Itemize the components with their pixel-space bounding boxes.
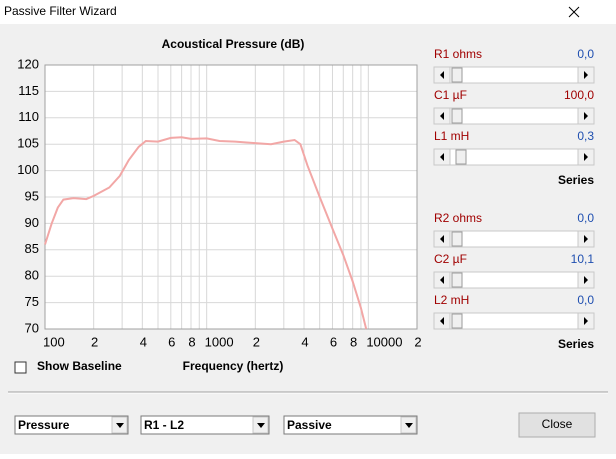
dropdown[interactable]: Passive <box>283 415 418 435</box>
arrow-glyph <box>257 423 265 428</box>
y-tick-label: 95 <box>25 188 39 203</box>
arrow-glyph <box>405 423 413 428</box>
arrow-glyph <box>584 276 588 284</box>
slider-label: C1 µF <box>434 88 467 102</box>
y-tick-label: 105 <box>17 136 39 151</box>
arrow-glyph <box>584 112 588 120</box>
slider[interactable] <box>433 107 595 125</box>
checkbox-label: Show Baseline <box>37 359 122 373</box>
slider-thumb[interactable] <box>451 313 463 329</box>
slider-label: L1 mH <box>434 129 469 143</box>
y-tick-label: 80 <box>25 268 39 283</box>
slider-label: R1 ohms <box>434 47 482 61</box>
slider-thumb[interactable] <box>451 67 463 83</box>
plot-border <box>44 64 418 330</box>
arrow-glyph <box>440 317 444 325</box>
dropdown-box <box>140 415 270 435</box>
slider-value: 0,0 <box>577 47 594 61</box>
slider[interactable] <box>433 230 595 248</box>
y-tick-label: 110 <box>18 109 39 124</box>
dropdown-value: Pressure <box>18 418 70 432</box>
x-tick-label: 100 <box>43 334 65 349</box>
title-bar <box>0 0 616 24</box>
dropdown-box <box>283 415 418 435</box>
button-label: Close <box>542 417 573 431</box>
slider-thumb[interactable] <box>455 149 467 165</box>
slider-value: 100,0 <box>564 88 594 102</box>
x-tick-label: 4 <box>301 334 308 349</box>
chart-title: Acoustical Pressure (dB) <box>162 37 305 51</box>
slider-value: 0,0 <box>577 211 594 225</box>
arrow-glyph <box>440 235 444 243</box>
y-tick-label: 75 <box>25 294 39 309</box>
x-tick-label: 8 <box>188 334 195 349</box>
slider-label: L2 mH <box>434 293 469 307</box>
group-label: Series <box>558 337 594 351</box>
y-tick-label: 115 <box>18 83 39 98</box>
arrow-glyph <box>584 153 588 161</box>
x-tick-label: 4 <box>140 334 147 349</box>
x-tick-label: 8 <box>350 334 357 349</box>
slider-value: 10,1 <box>571 252 595 266</box>
dropdown[interactable]: Pressure <box>14 415 129 435</box>
x-tick-label: 2 <box>91 334 98 349</box>
y-tick-label: 70 <box>25 320 39 335</box>
x-axis-label: Frequency (hertz) <box>183 359 284 373</box>
dropdown-value: Passive <box>287 418 332 432</box>
slider[interactable] <box>433 148 595 166</box>
slider-label: C2 µF <box>434 252 467 266</box>
close-icon[interactable] <box>568 6 580 18</box>
arrow-glyph <box>440 153 444 161</box>
dropdown-box <box>14 415 129 435</box>
group-label: Series <box>558 173 594 187</box>
slider-thumb[interactable] <box>451 231 463 247</box>
arrow-glyph <box>584 317 588 325</box>
x-tick-label: 6 <box>330 334 337 349</box>
slider[interactable] <box>433 66 595 84</box>
arrow-glyph <box>116 423 124 428</box>
slider[interactable] <box>433 312 595 330</box>
dropdown-value: R1 - L2 <box>144 418 184 432</box>
y-tick-label: 100 <box>17 162 39 177</box>
arrow-glyph <box>584 71 588 79</box>
slider-thumb[interactable] <box>451 108 463 124</box>
arrow-glyph <box>440 71 444 79</box>
dropdown[interactable]: R1 - L2 <box>140 415 270 435</box>
slider-label: R2 ohms <box>434 211 482 225</box>
x-tick-label: 1000 <box>205 334 234 349</box>
arrow-glyph <box>440 112 444 120</box>
slider-thumb[interactable] <box>451 272 463 288</box>
y-tick-label: 85 <box>25 241 39 256</box>
x-tick-label: 6 <box>168 334 175 349</box>
slider-value: 0,0 <box>577 293 594 307</box>
close-button[interactable]: Close <box>518 412 596 438</box>
window-title: Passive Filter Wizard <box>4 4 117 18</box>
x-tick-label: 2 <box>414 334 421 349</box>
checkbox[interactable]: Show Baseline <box>14 359 122 374</box>
y-tick-label: 90 <box>25 215 39 230</box>
slider[interactable] <box>433 271 595 289</box>
y-tick-label: 120 <box>17 56 39 71</box>
x-tick-label: 2 <box>253 334 260 349</box>
response-curve <box>44 136 368 330</box>
arrow-glyph <box>440 276 444 284</box>
arrow-glyph <box>584 235 588 243</box>
slider-value: 0,3 <box>577 129 594 143</box>
x-tick-label: 10000 <box>366 334 402 349</box>
